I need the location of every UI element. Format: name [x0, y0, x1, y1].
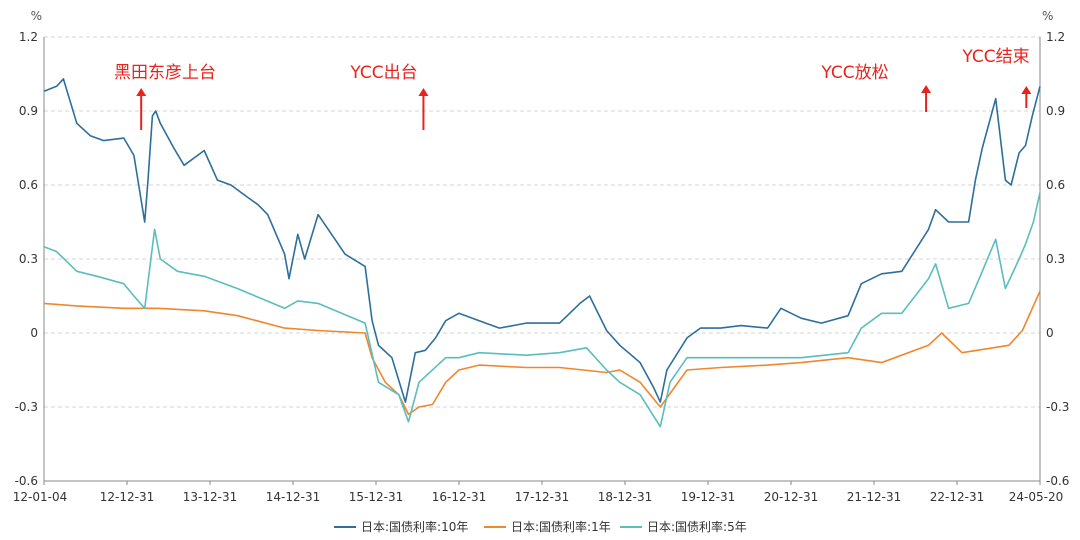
x-tick-label: 12-01-04 [13, 490, 67, 504]
legend-label: 日本:国债利率:10年 [361, 519, 468, 534]
annotation-label: 黑田东彦上台 [114, 63, 216, 83]
annotation-arrow-head [418, 88, 429, 96]
annotation-label: YCC出台 [349, 63, 417, 83]
y-tick-label-left: -0.3 [15, 400, 38, 414]
y-tick-label-right: 0.9 [1046, 104, 1065, 118]
x-tick-label: 22-12-31 [930, 490, 984, 504]
annotation-arrow-head [1021, 86, 1032, 94]
annotation-label: YCC结束 [961, 47, 1029, 67]
series-lines [43, 78, 1041, 428]
x-tick-label: 21-12-31 [847, 490, 901, 504]
annotation-arrow-head [136, 88, 147, 96]
y-tick-label-left: 1.2 [19, 30, 38, 44]
y-tick-label-right: -0.3 [1046, 400, 1069, 414]
x-tick-label: 13-12-31 [183, 490, 237, 504]
y-unit-right: % [1042, 9, 1053, 23]
y-unit-left: % [31, 9, 42, 23]
y-tick-label-left: 0.3 [19, 252, 38, 266]
x-tick-label: 17-12-31 [515, 490, 569, 504]
x-tick-label: 16-12-31 [432, 490, 486, 504]
x-tick-label: 24-05-20 [1009, 490, 1063, 504]
y-tick-label-left: 0.9 [19, 104, 38, 118]
series-line-0 [43, 78, 1041, 403]
x-tick-label: 14-12-31 [266, 490, 320, 504]
y-tick-label-right: 0.3 [1046, 252, 1065, 266]
x-tick-label: 19-12-31 [681, 490, 735, 504]
series-line-1 [43, 290, 1041, 416]
y-tick-label-left: 0 [30, 326, 38, 340]
legend-label: 日本:国债利率:1年 [511, 519, 611, 534]
legend: 日本:国债利率:10年 日本:国债利率:1年 日本:国债利率:5年 [334, 519, 747, 534]
y-tick-label-right: 0 [1046, 326, 1054, 340]
x-tick-label: 20-12-31 [764, 490, 818, 504]
annotation-label: YCC放松 [820, 63, 888, 83]
annotation-arrow-head [921, 85, 932, 93]
y-tick-label-right: 0.6 [1046, 178, 1065, 192]
x-tick-label: 12-12-31 [100, 490, 154, 504]
x-tick-label: 15-12-31 [349, 490, 403, 504]
y-tick-label-right: -0.6 [1046, 474, 1069, 488]
axes: -0.6 -0.6 -0.3 -0.3 0 0 0.3 0.3 0.6 0.6 0.9 0.9 1.2 1… [13, 9, 1070, 504]
y-tick-label-left: 0.6 [19, 178, 38, 192]
series-line-2 [43, 192, 1041, 428]
legend-label: 日本:国债利率:5年 [647, 519, 747, 534]
annotations: 黑田东彦上台 YCC出台 YCC放松 YCC结束 [114, 47, 1032, 130]
x-tick-label: 18-12-31 [598, 490, 652, 504]
y-tick-label-left: -0.6 [15, 474, 38, 488]
y-tick-label-right: 1.2 [1046, 30, 1065, 44]
gridlines [44, 36, 1040, 482]
